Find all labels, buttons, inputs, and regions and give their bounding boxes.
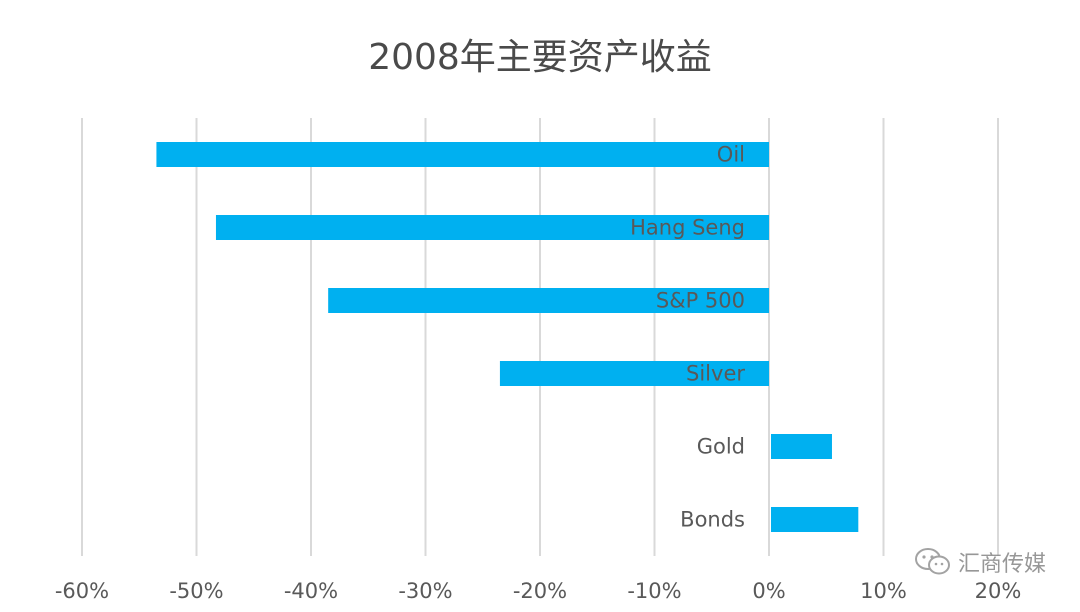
category-label: Hang Seng	[630, 216, 745, 240]
watermark: 汇商传媒	[914, 546, 1046, 578]
watermark-text: 汇商传媒	[957, 552, 1046, 577]
bar-bonds	[771, 507, 859, 532]
category-label: Bonds	[680, 508, 745, 532]
x-tick-label: -60%	[55, 579, 109, 603]
x-tick-label: 0%	[752, 579, 785, 603]
category-label: S&P 500	[656, 289, 745, 313]
bar-layer	[156, 142, 859, 532]
bar-hang-seng	[215, 215, 770, 240]
x-axis-ticks: -60% -50% -40% -30% -20% -10% 0% 10% 20%	[55, 579, 1021, 603]
x-tick-label: -20%	[513, 579, 567, 603]
x-tick-label: -10%	[627, 579, 681, 603]
bar-oil	[156, 142, 770, 167]
x-tick-label: -30%	[398, 579, 452, 603]
grid-layer	[81, 118, 999, 556]
bar-gold	[771, 434, 832, 459]
category-label: Oil	[717, 143, 745, 167]
x-tick-label: -50%	[169, 579, 223, 603]
x-tick-label: -40%	[284, 579, 338, 603]
category-label: Gold	[697, 435, 745, 459]
category-label: Silver	[686, 362, 745, 386]
x-tick-label: 10%	[860, 579, 907, 603]
bar-silver	[499, 361, 769, 386]
x-tick-label: 20%	[975, 579, 1022, 603]
chart-title: 2008年主要资产收益	[368, 37, 712, 78]
label-layer: Oil Hang Seng S&P 500 Silver Gold Bonds	[630, 143, 745, 532]
wechat-icon	[914, 548, 950, 575]
bar-s-p-500	[328, 288, 769, 313]
